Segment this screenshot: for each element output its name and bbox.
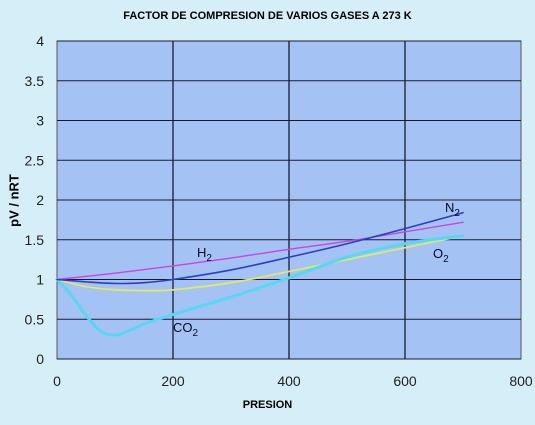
x-tick-label: 200	[161, 373, 185, 389]
series-label-co2: CO2	[173, 320, 199, 339]
y-tick-label: 0.5	[25, 311, 45, 327]
y-tick-label: 2.5	[25, 152, 45, 168]
series-line-o2	[56, 234, 464, 292]
x-tick-label: 400	[277, 373, 301, 389]
x-tick-label: 600	[393, 373, 417, 389]
series-line-h2	[56, 221, 464, 281]
y-tick-label: 4	[36, 33, 44, 49]
series-line-n2	[56, 211, 464, 285]
y-tick-label: 1	[36, 272, 44, 288]
series-label-h2: H2	[197, 245, 212, 264]
series-line-co2	[55, 234, 465, 337]
y-tick-label: 2	[36, 192, 44, 208]
y-tick-label: 1.5	[25, 232, 45, 248]
x-tick-label: 0	[53, 373, 61, 389]
x-axis-label: PRESION	[242, 399, 293, 411]
x-tick-label: 800	[509, 373, 533, 389]
y-tick-label: 3	[36, 113, 44, 129]
series-label-o2: O2	[433, 246, 449, 265]
y-tick-label: 3.5	[25, 73, 45, 89]
series-label-n2: N2	[445, 200, 460, 219]
chart-title: FACTOR DE COMPRESION DE VARIOS GASES A 2…	[123, 10, 412, 22]
y-tick-label: 0	[36, 351, 44, 367]
